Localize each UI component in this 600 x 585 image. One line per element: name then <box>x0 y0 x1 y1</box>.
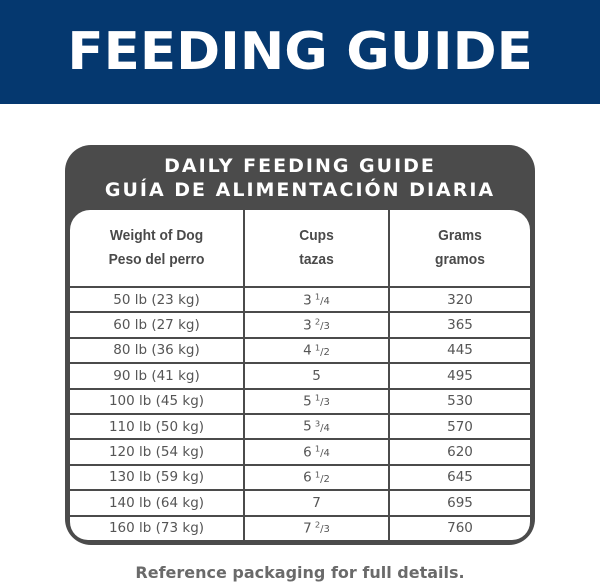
weight-cell: 160 lb (73 kg) <box>70 514 245 540</box>
cups-whole: 7 <box>303 520 312 537</box>
cups-whole: 4 <box>303 342 312 359</box>
cups-whole: 7 <box>312 494 321 511</box>
cups-whole: 6 <box>303 469 312 486</box>
cups-denominator: 2 <box>323 473 330 485</box>
table-header-row: Weight of Dog Peso del perro Cups tazas Gr… <box>70 210 530 288</box>
header-cups: Cups tazas <box>248 210 385 288</box>
table-row: 120 lb (54 kg) 6 1/4 620 <box>70 438 530 466</box>
weight-cell: 100 lb (45 kg) <box>70 387 245 415</box>
weight-cell: 50 lb (23 kg) <box>70 285 245 314</box>
cups-numerator: 3 <box>314 418 321 429</box>
footer-note: Reference packaging for full details. <box>135 563 465 582</box>
weight-cell: 110 lb (50 kg) <box>70 412 245 441</box>
cups-whole: 5 <box>303 393 312 410</box>
table-row: 80 lb (36 kg) 4 1/2 445 <box>70 336 530 365</box>
card-title-es: GUÍA DE ALIMENTACIÓN DIARIA <box>104 179 496 201</box>
header-grams-en: Grams <box>438 227 482 244</box>
table-row: 50 lb (23 kg) 3 1/4 320 <box>70 285 530 314</box>
feeding-table-container: Weight of Dog Peso del perro Cups tazas Gr… <box>70 210 530 540</box>
cups-whole: 3 <box>303 317 312 334</box>
cups-numerator: 1 <box>314 393 321 404</box>
table-row: 90 lb (41 kg) 5 495 <box>70 362 530 390</box>
header-weight-en: Weight of Dog <box>109 227 204 244</box>
weight-cell: 130 lb (59 kg) <box>70 463 245 492</box>
cups-whole: 5 <box>303 418 312 435</box>
grams-cell: 365 <box>388 311 530 339</box>
table-row: 110 lb (50 kg) 5 3/4 570 <box>70 412 530 441</box>
grams-cell: 445 <box>388 336 530 365</box>
cups-cell: 7 2/3 <box>243 514 390 540</box>
grams-cell: 695 <box>388 489 530 517</box>
feeding-guide-card: DAILY FEEDING GUIDE GUÍA DE ALIMENTACIÓN… <box>65 145 535 545</box>
cups-cell: 5 3/4 <box>243 412 390 441</box>
card-title: DAILY FEEDING GUIDE GUÍA DE ALIMENTACIÓN… <box>65 154 535 202</box>
cups-numerator: 2 <box>314 520 321 531</box>
cups-cell: 3 2/3 <box>243 311 390 339</box>
grams-cell: 530 <box>388 387 530 415</box>
grams-cell: 645 <box>388 463 530 492</box>
grams-cell: 760 <box>388 514 530 540</box>
weight-cell: 90 lb (41 kg) <box>70 362 245 390</box>
grams-cell: 495 <box>388 362 530 390</box>
table-row: 130 lb (59 kg) 6 1/2 645 <box>70 463 530 492</box>
table-row: 100 lb (45 kg) 5 1/3 530 <box>70 387 530 415</box>
cups-denominator: 4 <box>323 422 330 434</box>
grams-cell: 320 <box>388 285 530 314</box>
header-cups-es: tazas <box>299 251 334 268</box>
cups-cell: 7 <box>243 489 390 517</box>
header-grams-es: gramos <box>435 251 485 268</box>
cups-denominator: 2 <box>323 346 330 358</box>
weight-cell: 120 lb (54 kg) <box>70 438 245 466</box>
header-weight-es: Peso del perro <box>108 251 205 268</box>
cups-denominator: 3 <box>323 524 330 536</box>
cups-numerator: 1 <box>314 443 321 454</box>
cups-cell: 4 1/2 <box>243 336 390 365</box>
weight-cell: 80 lb (36 kg) <box>70 336 245 365</box>
feeding-table: Weight of Dog Peso del perro Cups tazas Gr… <box>70 210 530 540</box>
cups-cell: 3 1/4 <box>243 285 390 314</box>
cups-denominator: 3 <box>323 397 330 409</box>
cups-cell: 5 1/3 <box>243 387 390 415</box>
cups-numerator: 2 <box>314 316 321 327</box>
header-grams: Grams gramos <box>393 210 525 288</box>
cups-whole: 3 <box>303 291 312 308</box>
table-row: 60 lb (27 kg) 3 2/3 365 <box>70 311 530 339</box>
grams-cell: 570 <box>388 412 530 441</box>
cups-denominator: 4 <box>323 295 330 307</box>
cups-denominator: 3 <box>323 321 330 333</box>
cups-denominator: 4 <box>323 448 330 460</box>
cups-cell: 5 <box>243 362 390 390</box>
page-title: FEEDING GUIDE <box>67 22 533 82</box>
banner: FEEDING GUIDE <box>0 0 600 104</box>
cups-numerator: 1 <box>314 342 321 353</box>
weight-cell: 140 lb (64 kg) <box>70 489 245 517</box>
cups-numerator: 1 <box>314 469 321 480</box>
grams-cell: 620 <box>388 438 530 466</box>
cups-whole: 6 <box>303 444 312 461</box>
cups-cell: 6 1/4 <box>243 438 390 466</box>
header-cups-en: Cups <box>299 227 334 244</box>
cups-cell: 6 1/2 <box>243 463 390 492</box>
cups-numerator: 1 <box>314 291 321 302</box>
header-weight: Weight of Dog Peso del perro <box>76 210 238 288</box>
weight-cell: 60 lb (27 kg) <box>70 311 245 339</box>
cups-whole: 5 <box>312 367 321 384</box>
table-row: 160 lb (73 kg) 7 2/3 760 <box>70 514 530 540</box>
table-row: 140 lb (64 kg) 7 695 <box>70 489 530 517</box>
card-title-en: DAILY FEEDING GUIDE <box>164 155 436 177</box>
